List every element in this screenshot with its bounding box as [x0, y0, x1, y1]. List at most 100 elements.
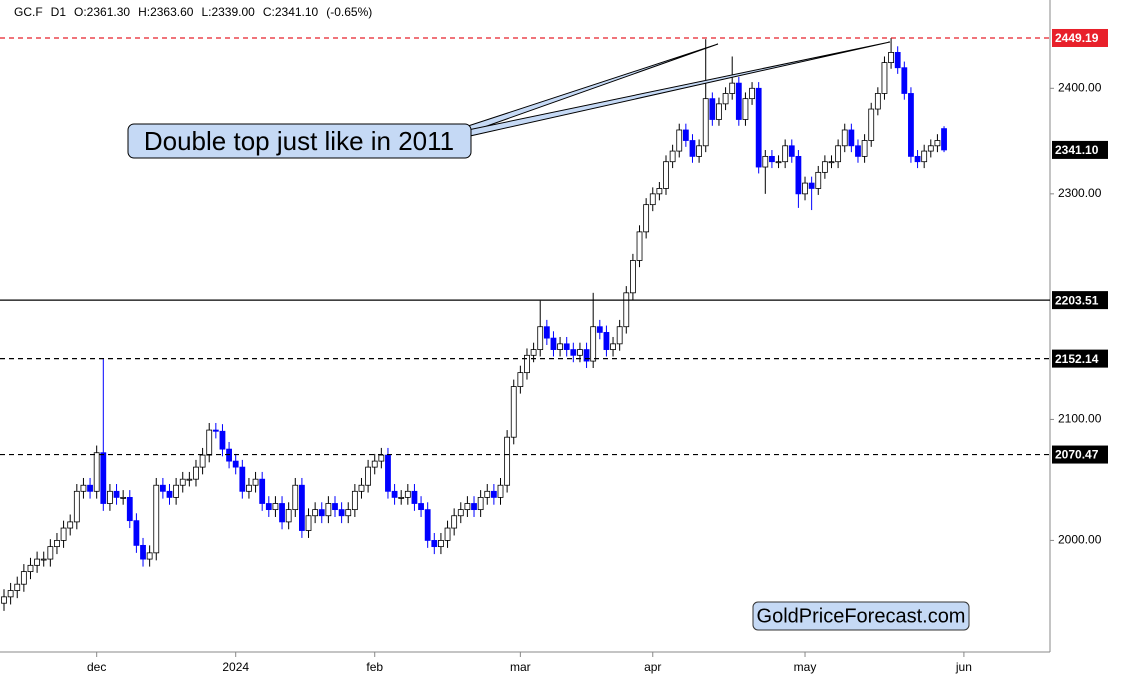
candle-body	[272, 503, 279, 511]
level-label: 2070.47	[1055, 448, 1099, 462]
candle-body	[424, 509, 431, 541]
candle-body	[438, 540, 444, 548]
candle-body	[901, 67, 908, 94]
annotation: Double top just like in 2011	[144, 126, 454, 156]
candle-body	[371, 460, 378, 468]
candle-body	[524, 354, 530, 374]
candle-body	[914, 155, 921, 163]
candle-body	[93, 452, 100, 492]
x-tick-label: may	[794, 660, 817, 674]
candle-body	[159, 484, 166, 492]
candle-body	[351, 490, 358, 511]
candle-body	[100, 452, 107, 504]
watermark-box	[752, 601, 970, 631]
candle-body	[27, 564, 34, 573]
candle-body	[908, 93, 914, 157]
candle-body	[762, 155, 769, 168]
candle-body	[583, 349, 590, 362]
candle-body	[411, 490, 418, 504]
x-tick-label: feb	[366, 660, 383, 674]
header-item: (-0.65%)	[326, 5, 372, 19]
candle-body	[530, 349, 537, 356]
candle-body	[689, 140, 696, 157]
candle-body	[186, 478, 193, 481]
candle-body	[550, 337, 557, 350]
candle-body	[596, 326, 603, 333]
candle-body	[643, 204, 650, 233]
candle-body	[735, 82, 742, 120]
candle-body	[7, 590, 14, 598]
candle-body	[126, 496, 133, 522]
candle-body	[365, 466, 372, 486]
candle-body	[894, 51, 901, 69]
header-item: O:2361.30	[74, 5, 130, 19]
candle-body	[40, 558, 47, 561]
level-label-box	[1052, 445, 1108, 464]
candle-body	[285, 509, 292, 523]
level-label-box	[1052, 349, 1108, 368]
candle-body	[616, 326, 623, 345]
candle-body	[47, 546, 54, 560]
candle-body	[471, 503, 477, 511]
candle-body	[179, 478, 186, 486]
candle-body	[682, 129, 689, 141]
candle-body	[709, 98, 716, 120]
candle-body	[543, 326, 550, 339]
candle-body	[782, 145, 789, 163]
candle-body	[193, 466, 199, 480]
candle-body	[484, 490, 491, 498]
candle-body	[212, 429, 219, 432]
candle-body	[808, 182, 815, 189]
candle-body	[312, 509, 319, 517]
x-tick-label: 2024	[222, 660, 249, 674]
candle-body	[835, 145, 842, 163]
candle-body	[821, 161, 828, 173]
candle-body	[517, 372, 524, 387]
candle-body	[404, 490, 411, 498]
candle-body	[477, 496, 484, 511]
candle-body	[861, 140, 868, 157]
candle-body	[265, 503, 272, 511]
candle-body	[457, 509, 464, 517]
candle-body	[815, 171, 822, 189]
candle-body	[788, 145, 795, 157]
candle-body	[279, 503, 285, 523]
candle-body	[881, 62, 888, 94]
candle-body	[60, 527, 67, 541]
candle-body	[1, 596, 7, 604]
candle-body	[742, 98, 749, 120]
level-label: 2449.19	[1055, 31, 1099, 45]
watermark: GoldPriceForecast.com	[757, 605, 966, 627]
candle-body	[120, 496, 127, 499]
candle-body	[232, 460, 239, 468]
candle-body	[80, 484, 87, 492]
candle-body	[623, 292, 630, 328]
candle-body	[636, 231, 643, 261]
candle-body	[828, 161, 835, 164]
candle-body	[219, 430, 226, 450]
candle-body	[934, 140, 941, 147]
candle-body	[166, 490, 173, 498]
candle-body	[199, 454, 206, 468]
y-tick-label: 2400.00	[1058, 80, 1102, 94]
candle-body	[729, 82, 736, 94]
candle-body	[318, 509, 325, 517]
plot-area	[1, 37, 947, 611]
level-label: 2203.51	[1055, 293, 1099, 307]
candle-body	[702, 98, 709, 147]
candle-body	[841, 129, 848, 147]
candle-body	[292, 484, 299, 511]
candle-body	[802, 182, 808, 195]
candle-body	[490, 490, 497, 498]
candle-body	[140, 544, 146, 560]
candle-body	[451, 515, 458, 529]
candle-body	[73, 490, 80, 523]
candle-body	[206, 429, 213, 456]
candle-body	[20, 571, 27, 585]
candle-body	[941, 128, 947, 151]
callout-box	[127, 123, 472, 159]
candle-body	[504, 436, 511, 486]
candle-body	[298, 484, 305, 531]
